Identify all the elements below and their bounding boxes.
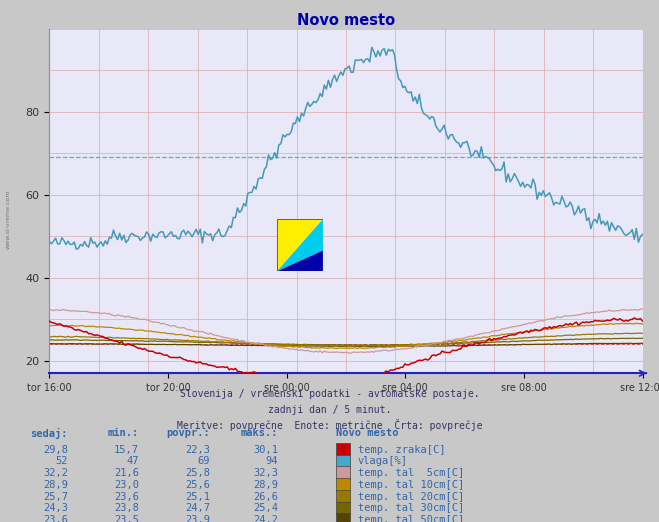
Bar <box>336 478 350 491</box>
Text: 23,9: 23,9 <box>185 515 210 522</box>
Text: 15,7: 15,7 <box>114 445 139 455</box>
Bar <box>336 443 350 455</box>
Text: 24,3: 24,3 <box>43 504 68 514</box>
Text: 25,4: 25,4 <box>253 504 278 514</box>
Text: 32,3: 32,3 <box>253 468 278 478</box>
Text: 23,0: 23,0 <box>114 480 139 490</box>
Text: Novo mesto: Novo mesto <box>336 429 399 438</box>
Text: www.si-vreme.com: www.si-vreme.com <box>5 189 11 249</box>
Text: povpr.:: povpr.: <box>166 429 210 438</box>
Text: 23,6: 23,6 <box>43 515 68 522</box>
Polygon shape <box>277 219 323 271</box>
Text: temp. tal 20cm[C]: temp. tal 20cm[C] <box>358 492 464 502</box>
Text: 24,7: 24,7 <box>185 504 210 514</box>
Text: 23,8: 23,8 <box>114 504 139 514</box>
Text: 69: 69 <box>198 457 210 467</box>
Text: sedaj:: sedaj: <box>30 429 68 440</box>
Bar <box>336 502 350 514</box>
Text: 25,7: 25,7 <box>43 492 68 502</box>
Text: min.:: min.: <box>107 429 139 438</box>
Text: 23,5: 23,5 <box>114 515 139 522</box>
Text: temp. tal  5cm[C]: temp. tal 5cm[C] <box>358 468 464 478</box>
Text: Slovenija / vremenski podatki - avtomatske postaje.: Slovenija / vremenski podatki - avtomats… <box>180 389 479 399</box>
Bar <box>336 513 350 522</box>
Polygon shape <box>277 219 323 271</box>
Text: 28,9: 28,9 <box>43 480 68 490</box>
Text: 25,8: 25,8 <box>185 468 210 478</box>
Text: 52: 52 <box>55 457 68 467</box>
Text: zadnji dan / 5 minut.: zadnji dan / 5 minut. <box>268 405 391 414</box>
Text: temp. tal 50cm[C]: temp. tal 50cm[C] <box>358 515 464 522</box>
Text: 24,2: 24,2 <box>253 515 278 522</box>
Polygon shape <box>277 251 323 271</box>
Text: 30,1: 30,1 <box>253 445 278 455</box>
Title: Novo mesto: Novo mesto <box>297 13 395 28</box>
Text: vlaga[%]: vlaga[%] <box>358 457 408 467</box>
Text: 29,8: 29,8 <box>43 445 68 455</box>
Text: 25,1: 25,1 <box>185 492 210 502</box>
Text: 28,9: 28,9 <box>253 480 278 490</box>
Bar <box>336 490 350 502</box>
Text: 47: 47 <box>127 457 139 467</box>
Bar <box>336 466 350 479</box>
Text: 94: 94 <box>266 457 278 467</box>
Text: 23,6: 23,6 <box>114 492 139 502</box>
Text: 22,3: 22,3 <box>185 445 210 455</box>
Text: 25,6: 25,6 <box>185 480 210 490</box>
Text: maks.:: maks.: <box>241 429 278 438</box>
Text: 32,2: 32,2 <box>43 468 68 478</box>
Text: 21,6: 21,6 <box>114 468 139 478</box>
Text: 26,6: 26,6 <box>253 492 278 502</box>
Text: Meritve: povprečne  Enote: metrične  Črta: povprečje: Meritve: povprečne Enote: metrične Črta:… <box>177 419 482 431</box>
Text: temp. tal 10cm[C]: temp. tal 10cm[C] <box>358 480 464 490</box>
Bar <box>336 455 350 467</box>
Text: temp. tal 30cm[C]: temp. tal 30cm[C] <box>358 504 464 514</box>
Text: temp. zraka[C]: temp. zraka[C] <box>358 445 445 455</box>
